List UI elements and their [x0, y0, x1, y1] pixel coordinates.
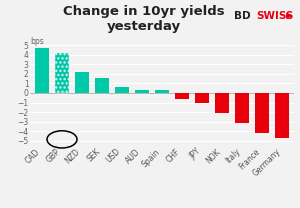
Text: ▶: ▶: [286, 11, 292, 20]
Bar: [255, 93, 269, 133]
Bar: [115, 87, 129, 93]
Bar: [195, 93, 209, 104]
Bar: [155, 90, 169, 93]
Bar: [55, 53, 69, 93]
Bar: [95, 78, 109, 93]
Bar: [75, 72, 89, 93]
Text: BD: BD: [234, 11, 250, 21]
Title: Change in 10yr yields
yesterday: Change in 10yr yields yesterday: [63, 5, 224, 33]
Text: bps: bps: [30, 37, 44, 46]
Bar: [175, 93, 189, 99]
Text: SWISS: SWISS: [256, 11, 294, 21]
Bar: [275, 93, 289, 138]
Bar: [215, 93, 229, 113]
Bar: [135, 90, 149, 93]
Bar: [35, 48, 49, 93]
Bar: [235, 93, 249, 123]
